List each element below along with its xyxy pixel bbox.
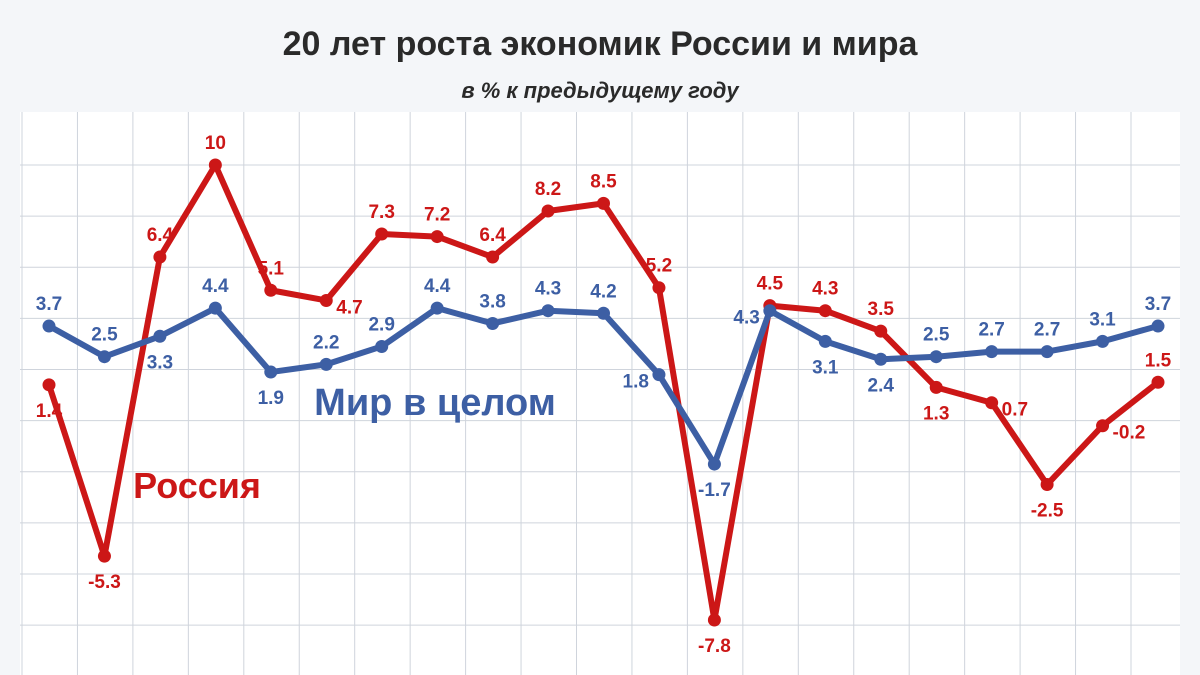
data-point-russia xyxy=(430,230,444,244)
data-point-world xyxy=(153,329,167,343)
data-label-world: 3.1 xyxy=(812,357,839,378)
series-name-russia: Россия xyxy=(133,465,261,506)
data-label-world: 1.8 xyxy=(623,372,649,393)
data-point-world xyxy=(319,357,333,371)
data-point-russia xyxy=(818,304,832,318)
data-label-russia: -7.8 xyxy=(698,636,731,657)
series-name-world: Мир в целом xyxy=(314,382,556,424)
data-point-russia xyxy=(652,281,666,295)
data-point-world xyxy=(985,345,999,359)
data-label-world: 4.2 xyxy=(590,281,616,302)
data-point-russia xyxy=(264,283,278,297)
data-label-world: 2.5 xyxy=(91,325,118,346)
data-label-russia: 4.7 xyxy=(336,297,362,318)
data-point-world xyxy=(541,304,555,318)
data-label-world: 2.9 xyxy=(368,314,394,335)
data-point-world xyxy=(430,301,444,315)
data-point-world xyxy=(375,339,389,353)
data-point-russia xyxy=(208,158,222,172)
data-label-russia: 4.3 xyxy=(812,279,838,300)
data-label-world: 2.7 xyxy=(1034,320,1060,341)
data-point-world xyxy=(97,350,111,364)
data-label-russia: -2.5 xyxy=(1031,501,1064,522)
data-point-russia xyxy=(1096,419,1110,433)
data-label-world: -1.7 xyxy=(698,480,731,501)
data-label-russia: -5.3 xyxy=(88,572,121,593)
data-label-russia: 5.2 xyxy=(646,256,672,277)
data-label-world: 4.4 xyxy=(202,276,229,297)
data-point-world xyxy=(1040,345,1054,359)
data-point-world xyxy=(264,365,278,379)
data-point-world xyxy=(874,352,888,366)
data-label-world: 2.2 xyxy=(313,332,339,353)
data-label-world: 2.7 xyxy=(978,320,1004,341)
data-point-world xyxy=(42,319,56,333)
data-label-russia: 3.5 xyxy=(868,299,895,320)
data-label-russia: 8.5 xyxy=(590,171,617,192)
data-point-russia xyxy=(1040,478,1054,492)
data-point-russia xyxy=(486,250,500,264)
data-point-world xyxy=(1151,319,1165,333)
data-point-russia xyxy=(707,613,721,627)
data-point-russia xyxy=(1151,375,1165,389)
data-label-russia: 1.3 xyxy=(923,403,949,424)
data-label-world: 4.3 xyxy=(733,308,759,329)
data-point-world xyxy=(652,368,666,382)
chart-title: 20 лет роста экономик России и мира xyxy=(283,25,919,63)
data-label-world: 2.5 xyxy=(923,325,950,346)
data-label-russia: 7.2 xyxy=(424,205,450,226)
data-label-russia: 5.1 xyxy=(258,258,285,279)
data-point-world xyxy=(208,301,222,315)
data-point-world xyxy=(486,316,500,330)
data-label-world: 3.8 xyxy=(479,291,505,312)
series-layer xyxy=(42,158,1165,627)
data-label-world: 3.3 xyxy=(147,352,173,373)
vertical-gridlines xyxy=(21,112,1132,675)
data-point-world xyxy=(763,304,777,318)
data-point-russia xyxy=(874,324,888,338)
data-label-russia: 0.7 xyxy=(1002,400,1028,421)
data-label-russia: 7.3 xyxy=(368,202,394,223)
data-label-world: 4.3 xyxy=(535,279,561,300)
data-labels-layer: 1.4 -5.3 6.4 10 5.1 4.7 7.3 7.2 6.4 8.2 8.5 5.2 -7.8… xyxy=(36,133,1172,657)
data-label-russia: 1.4 xyxy=(36,401,63,422)
data-point-world xyxy=(1096,334,1110,348)
data-label-world: 1.9 xyxy=(258,388,284,409)
data-label-russia: 10 xyxy=(205,133,226,154)
data-point-russia xyxy=(153,250,167,264)
data-point-russia xyxy=(97,549,111,563)
data-label-russia: 4.5 xyxy=(757,274,784,295)
data-label-russia: 6.4 xyxy=(479,225,506,246)
data-point-world xyxy=(818,334,832,348)
data-label-russia: 8.2 xyxy=(535,179,561,200)
data-point-world xyxy=(597,306,610,320)
data-label-russia: 6.4 xyxy=(147,225,174,246)
data-point-russia xyxy=(597,196,610,210)
chart-subtitle: в % к предыдущему году xyxy=(461,78,740,103)
data-label-world: 4.4 xyxy=(424,276,451,297)
data-point-world xyxy=(707,457,721,471)
data-point-russia xyxy=(929,380,943,394)
data-label-world: 3.1 xyxy=(1089,309,1116,330)
data-point-world xyxy=(929,350,943,364)
data-label-world: 3.7 xyxy=(36,294,62,315)
data-point-russia xyxy=(985,396,999,410)
data-point-russia xyxy=(42,378,56,392)
data-label-world: 3.7 xyxy=(1145,294,1171,315)
data-point-russia xyxy=(375,227,389,241)
data-label-world: 2.4 xyxy=(868,375,895,396)
data-point-russia xyxy=(541,204,555,218)
data-point-russia xyxy=(319,293,333,307)
data-label-russia: 1.5 xyxy=(1145,350,1172,371)
data-label-russia: -0.2 xyxy=(1113,423,1146,444)
